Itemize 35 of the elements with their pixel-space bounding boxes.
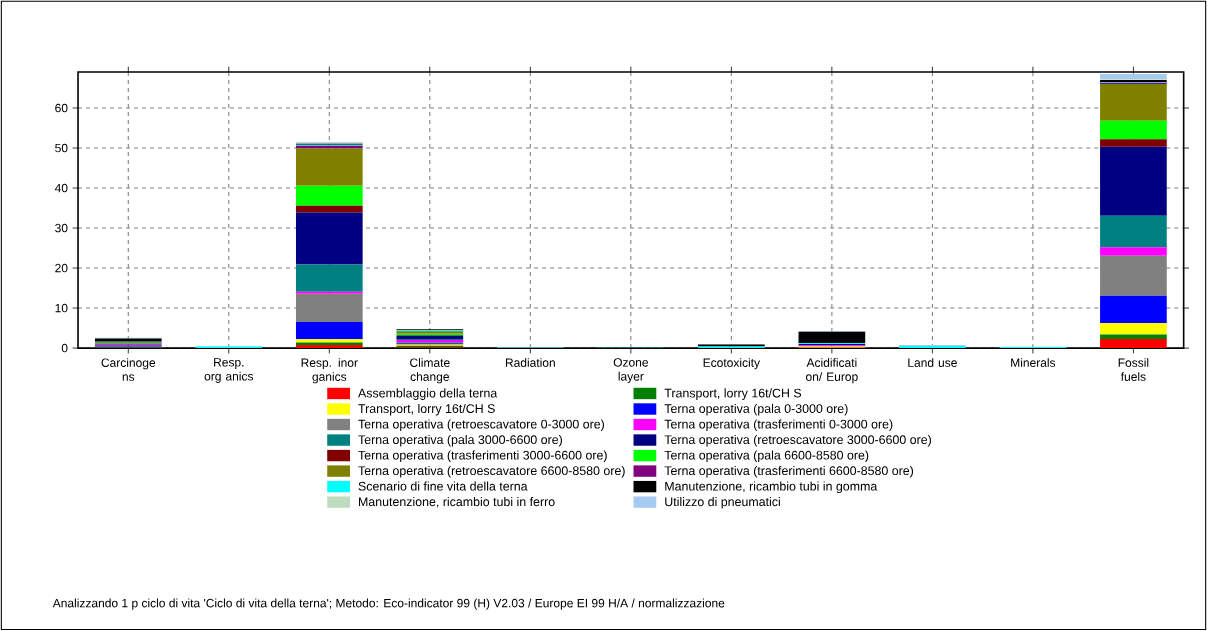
x-tick-label: Acidificati on/ Europ	[806, 358, 858, 384]
x-tick-label: Resp. org anics	[204, 358, 254, 383]
y-tick-label: 60	[55, 103, 68, 113]
legend-label: Terna operativa (pala 3000-6600 ore)	[358, 435, 562, 447]
legend-label: Assemblaggio della terna	[358, 388, 498, 400]
legend-label: Terna operativa (retroescavatore 0-3000 ore)	[358, 419, 605, 432]
legend-label: Terna operativa (pala 6600-8580 ore)	[664, 450, 869, 463]
legend-label: Manutenzione, ricambio tubi in ferro	[359, 497, 555, 508]
x-tick-label: Land use	[908, 358, 957, 368]
x-tick-label: Minerals	[1011, 358, 1056, 368]
y-tick-label: 0	[61, 343, 68, 353]
x-tick-label: Climate change	[410, 358, 450, 384]
y-tick-label: 20	[55, 263, 68, 273]
legend-label: Scenario di fine vita della terna	[358, 481, 528, 491]
x-tick-label: Ozone layer	[613, 358, 648, 384]
legend-label: Terna operativa (retroescavatore 3000-6600 ore)	[664, 435, 931, 447]
legend-label: Transport, lorry 16t/CH S	[358, 403, 495, 416]
legend-label: Terna operativa (pala 0-3000 ore)	[664, 403, 848, 416]
y-tick-label: 10	[55, 303, 68, 313]
x-tick-label: Fossil fuels	[1118, 358, 1149, 382]
text: Analizzando 1 p ciclo di vita 'Ciclo di vita della terna'; Metodo: Eco-indicator 99 (H) V2.03 / Europe EI 99 H/A / normalizzazione	[52, 598, 725, 610]
y-tick-label: 30	[55, 223, 68, 233]
legend-label: Utilizzo di pneumatici	[665, 497, 780, 509]
x-tick-label: Resp. inor ganics	[301, 358, 358, 384]
legend-label: Transport, lorry 16t/CH S	[664, 388, 802, 400]
legend-label: Terna operativa (trasferimenti 0-3000 ore)	[664, 419, 893, 432]
legend-label: Manutenzione, ricambio tubi in gomma	[665, 481, 878, 494]
legend-label: Terna operativa (trasferimenti 6600-8580 ore)	[664, 466, 914, 478]
y-tick-label: 40	[54, 183, 68, 193]
x-tick-label: Carcinoge ns	[101, 358, 156, 382]
legend-label: Terna operativa (trasferimenti 3000-6600 ore)	[358, 450, 607, 463]
x-tick-label: Radiation	[505, 358, 555, 368]
x-tick-label: Ecotoxicity	[703, 358, 761, 370]
y-tick-label: 50	[55, 143, 68, 153]
legend-label: Terna operativa (retroescavatore 6600-8580 ore)	[358, 466, 625, 478]
